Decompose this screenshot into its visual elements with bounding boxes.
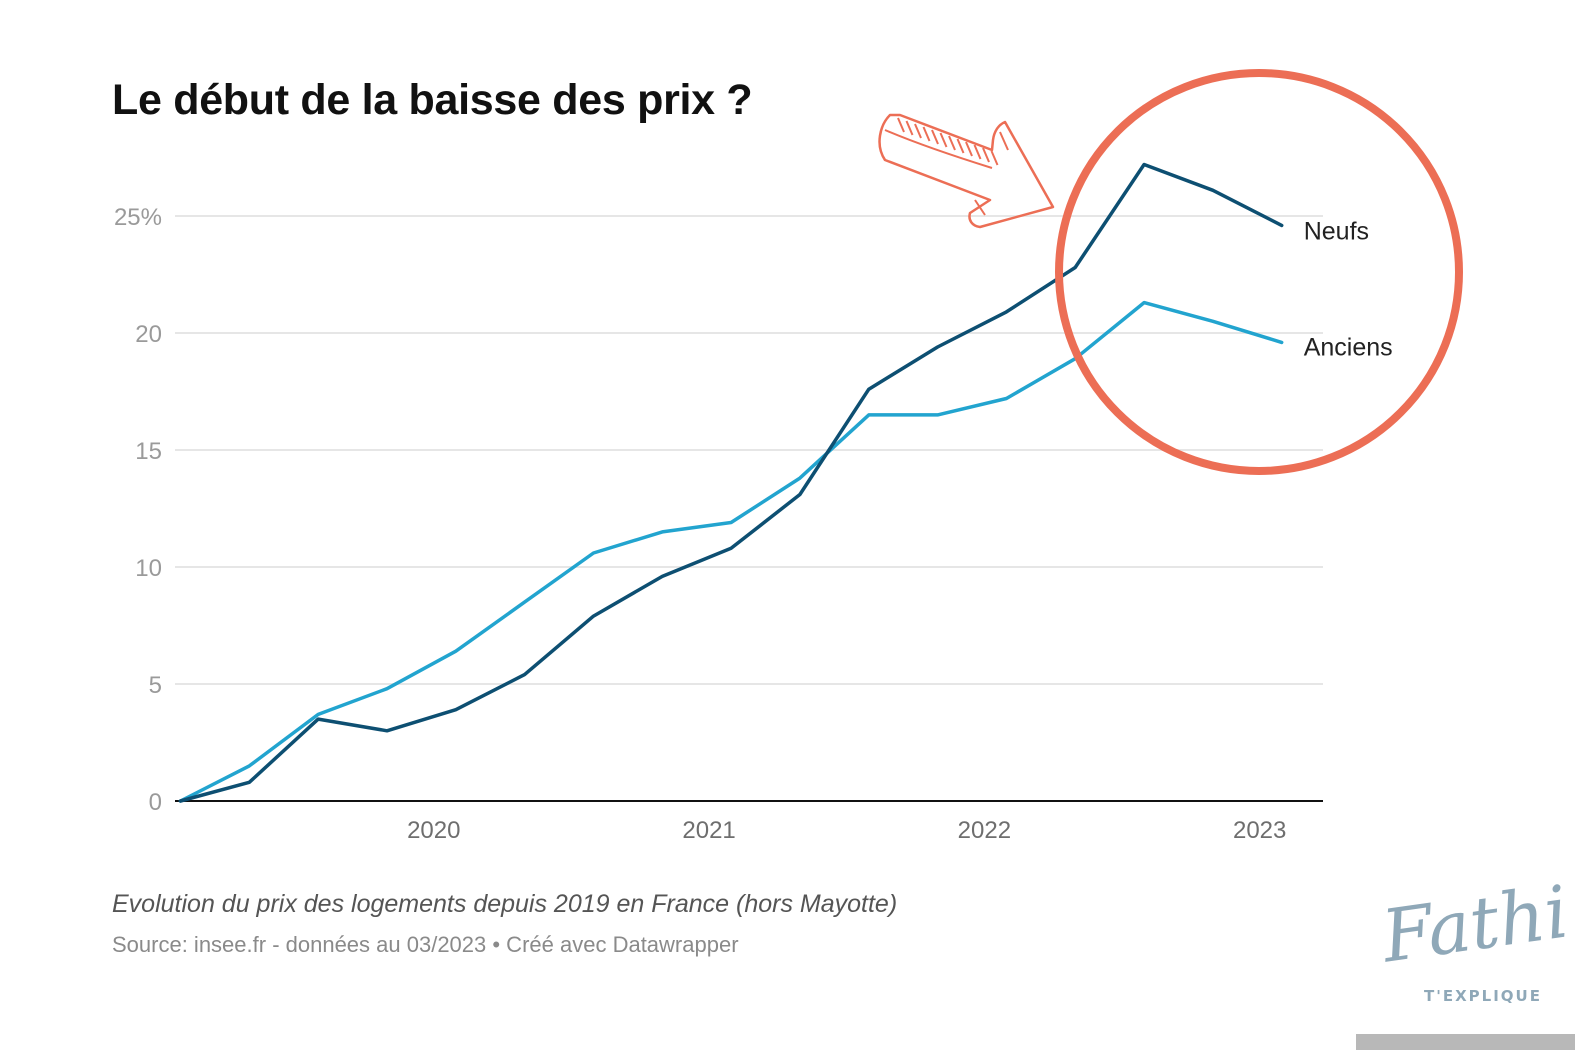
x-tick-label: 2022 — [958, 817, 1011, 844]
series-label-anciens: Anciens — [1304, 333, 1393, 361]
annotation — [878, 69, 1463, 475]
x-tick-label: 2023 — [1233, 817, 1286, 844]
logo-script-text: Fathi — [1377, 869, 1574, 979]
series-lines — [178, 162, 1284, 803]
y-tick-label: 25% — [114, 204, 162, 231]
x-tick-label: 2020 — [407, 817, 460, 844]
gridlines — [175, 215, 1323, 802]
y-tick-label: 0 — [149, 789, 162, 816]
y-tick-label: 5 — [149, 672, 162, 699]
brand-logo: Fathi T'EXPLIQUE — [1372, 862, 1573, 1012]
y-tick-label: 20 — [135, 321, 162, 348]
series-line-anciens — [178, 300, 1284, 803]
annotation-circle — [1055, 69, 1463, 475]
chart-caption: Evolution du prix des logements depuis 2… — [112, 890, 898, 918]
chart-title: Le début de la baisse des prix ? — [112, 76, 753, 124]
annotation-arrow-icon — [878, 113, 1055, 229]
series-line-neufs — [178, 162, 1284, 803]
x-tick-label: 2021 — [682, 817, 735, 844]
bottom-bar — [1356, 1034, 1575, 1050]
x-axis-ticks: 2020 2021 2022 2023 — [407, 817, 1286, 844]
chart-source: Source: insee.fr - données au 03/2023 • … — [112, 932, 739, 957]
series-label-neufs: Neufs — [1304, 217, 1369, 245]
y-axis-ticks: 0 5 10 15 20 25% — [114, 204, 162, 816]
logo-subtitle: T'EXPLIQUE — [1424, 987, 1542, 1005]
y-tick-label: 10 — [135, 555, 162, 582]
y-tick-label: 15 — [135, 438, 162, 465]
series-labels: Neufs Anciens — [1304, 217, 1393, 361]
